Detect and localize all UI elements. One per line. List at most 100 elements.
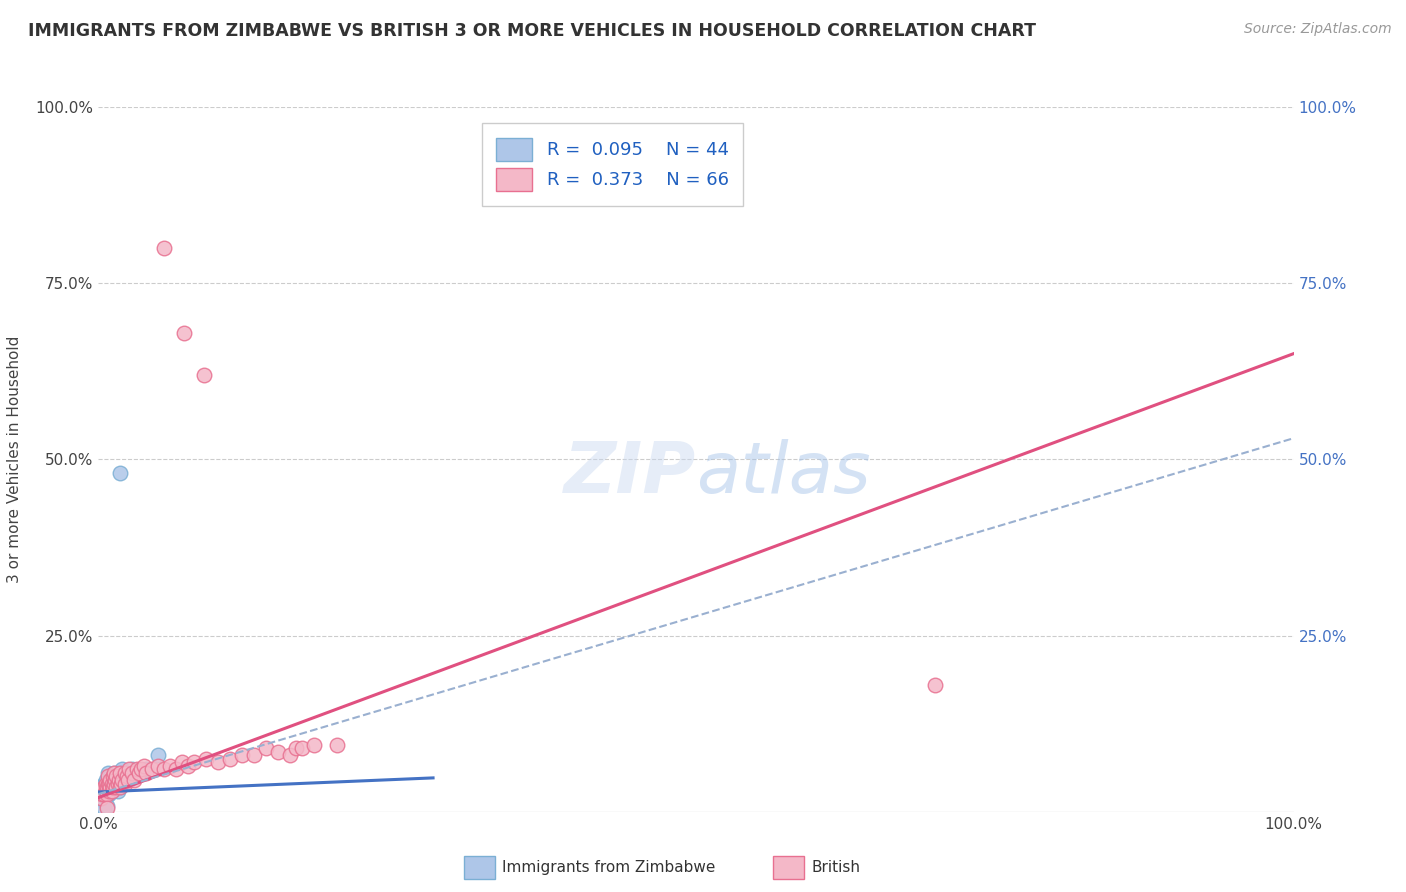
Point [111,772,134,787]
Point [141,763,163,777]
Point [96,780,118,794]
Point [118,772,141,787]
Point [105,769,128,784]
Point [93,780,115,794]
Point [121,763,143,777]
Text: ZIP: ZIP [564,439,696,508]
Point [173,326,195,340]
Point [207,756,229,770]
Point [107,772,129,787]
Text: British: British [811,860,860,875]
Point [108,766,131,780]
Point [924,678,946,692]
Point [103,766,125,780]
Point [219,752,242,766]
Point [94,783,117,797]
Point [96,801,118,815]
Point [302,738,325,752]
Point [118,763,141,777]
Point [98,780,122,794]
Point [93,801,115,815]
Point [104,772,127,787]
Point [231,748,253,763]
Point [135,766,157,780]
Point [101,772,124,787]
Point [100,776,122,790]
Point [110,776,132,790]
Point [183,756,205,770]
Point [132,759,155,773]
Point [101,780,124,794]
Point [105,769,128,784]
Point [107,783,129,797]
Point [125,763,148,777]
Point [100,776,122,790]
Point [94,772,117,787]
Point [96,787,118,801]
Point [114,769,136,784]
Point [278,748,301,763]
Point [98,783,121,797]
Point [131,763,153,777]
Point [128,766,150,780]
Point [93,787,115,801]
Point [103,776,125,790]
Point [103,766,125,780]
Point [124,769,146,784]
Point [284,741,307,756]
Point [129,766,152,780]
Point [94,783,117,797]
Point [291,741,314,756]
Point [100,783,122,797]
Point [110,776,132,790]
Legend: R =  0.095    N = 44, R =  0.373    N = 66: R = 0.095 N = 44, R = 0.373 N = 66 [482,123,742,206]
Point [326,738,349,752]
Point [114,766,136,780]
Point [177,759,200,773]
Point [98,769,122,784]
Point [98,776,121,790]
Point [148,759,170,773]
Point [91,787,114,801]
Point [97,783,120,797]
Point [91,787,114,801]
Point [103,776,125,790]
Y-axis label: 3 or more Vehicles in Household: 3 or more Vehicles in Household [7,335,21,583]
Point [93,780,115,794]
Point [101,780,124,794]
Point [172,756,194,770]
Point [115,766,138,780]
Point [94,776,117,790]
Point [108,780,131,794]
Point [101,769,124,784]
Point [91,783,114,797]
Point [98,787,121,801]
Point [243,748,266,763]
Text: Immigrants from Zimbabwe: Immigrants from Zimbabwe [502,860,716,875]
Point [91,783,114,797]
Point [96,787,118,801]
Point [135,763,157,777]
Point [107,769,129,784]
Point [111,763,134,777]
Point [121,766,143,780]
Point [98,772,122,787]
Point [98,776,121,790]
Point [193,368,215,382]
Point [165,763,187,777]
Point [90,790,112,805]
Point [108,780,131,794]
Point [107,772,129,787]
Point [124,772,146,787]
Point [148,748,170,763]
Point [93,776,115,790]
Point [254,741,277,756]
Point [108,766,131,780]
Point [111,772,134,787]
Point [105,776,128,790]
Point [194,752,218,766]
Point [97,776,120,790]
Point [98,780,122,794]
Point [97,776,120,790]
Point [159,759,181,773]
